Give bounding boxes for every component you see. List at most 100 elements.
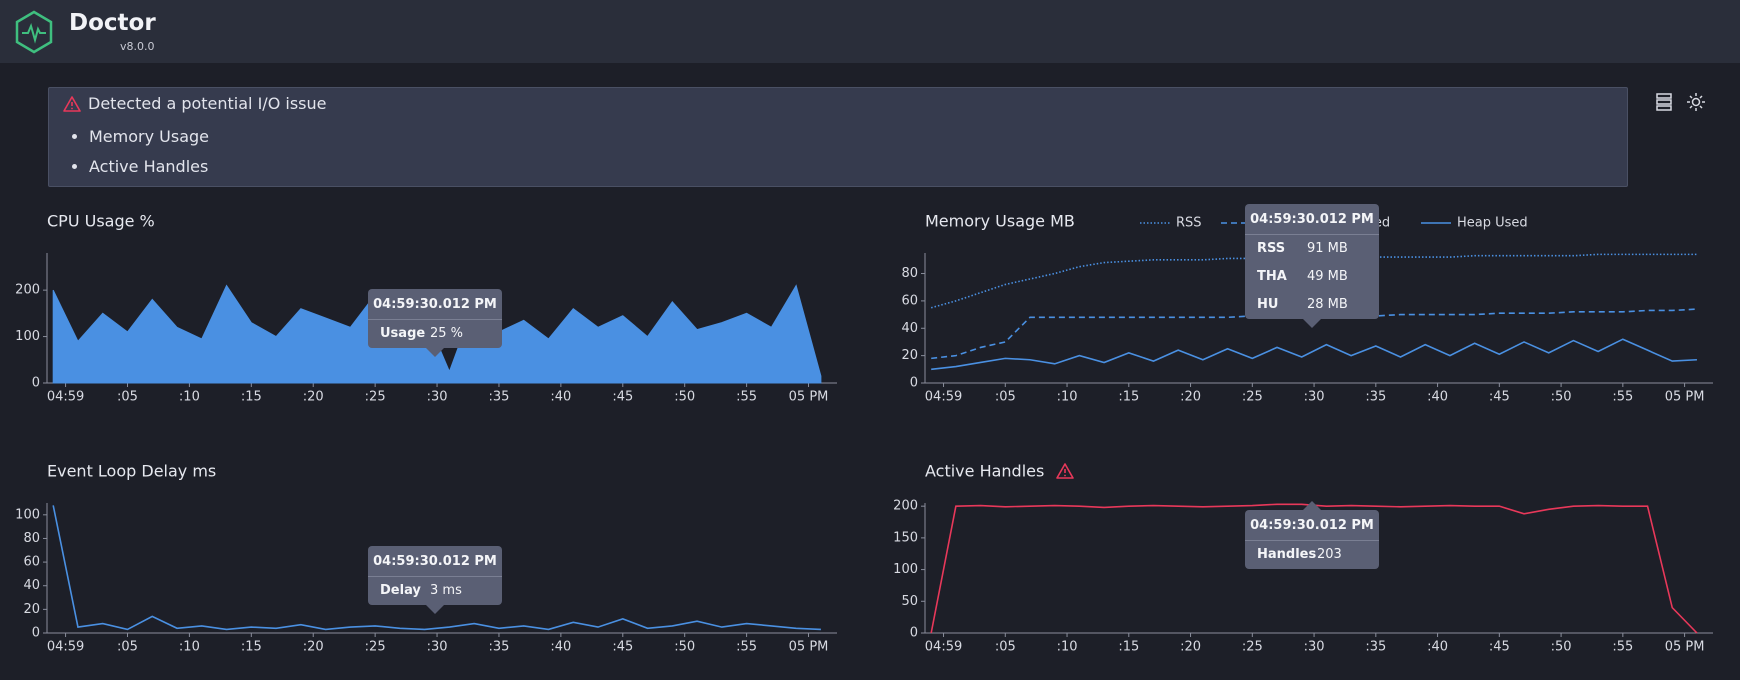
tooltip-label: Delay bbox=[380, 583, 421, 598]
app-version: v8.0.0 bbox=[120, 40, 155, 53]
tooltip-value: 25 % bbox=[430, 326, 464, 341]
x-tick-label: :05 bbox=[995, 640, 1016, 655]
x-tick-label: :55 bbox=[1612, 640, 1633, 655]
legend-label: Heap Used bbox=[1457, 216, 1528, 231]
y-tick-label: 40 bbox=[901, 321, 918, 336]
x-tick-label: :15 bbox=[241, 640, 262, 655]
x-tick-label: 04:59 bbox=[925, 640, 962, 655]
x-tick-label: :40 bbox=[550, 390, 571, 405]
tooltip-row: Usage 25 % bbox=[368, 320, 502, 348]
x-tick-label: :45 bbox=[1489, 390, 1510, 405]
y-tick-label: 100 bbox=[15, 507, 40, 522]
x-tick-label: :40 bbox=[1427, 390, 1448, 405]
x-tick-label: :30 bbox=[1304, 640, 1325, 655]
y-tick-label: 0 bbox=[910, 376, 918, 391]
chart-title: CPU Usage % bbox=[47, 212, 155, 231]
x-tick-label: :15 bbox=[241, 390, 262, 405]
tooltip-value: 203 bbox=[1317, 547, 1342, 562]
x-tick-label: :15 bbox=[1118, 640, 1139, 655]
x-tick-label: 04:59 bbox=[925, 390, 962, 405]
x-tick-label: :35 bbox=[1365, 640, 1386, 655]
x-tick-label: :20 bbox=[303, 640, 324, 655]
tooltip-label: HU bbox=[1257, 297, 1279, 312]
tooltip-label: Handles bbox=[1257, 547, 1317, 562]
y-tick-label: 0 bbox=[910, 626, 918, 641]
y-tick-label: 200 bbox=[15, 283, 40, 298]
theme-button[interactable] bbox=[1687, 93, 1705, 111]
y-tick-label: 50 bbox=[901, 594, 918, 609]
tooltip-label: THA bbox=[1257, 269, 1287, 284]
tooltip-row: RSS 91 MB bbox=[1245, 235, 1379, 263]
y-tick-label: 60 bbox=[23, 555, 40, 570]
area bbox=[52, 284, 822, 384]
tooltip-time: 04:59:30.012 PM bbox=[368, 289, 502, 320]
y-tick-label: 80 bbox=[901, 266, 918, 281]
y-tick-label: 20 bbox=[901, 348, 918, 363]
x-tick-label: 05 PM bbox=[1665, 390, 1705, 405]
x-tick-label: :25 bbox=[365, 640, 386, 655]
x-tick-label: :15 bbox=[1118, 390, 1139, 405]
x-tick-label: :30 bbox=[427, 640, 448, 655]
tooltip-row: HU 28 MB bbox=[1245, 291, 1379, 319]
layout-button[interactable] bbox=[1656, 93, 1672, 111]
x-tick-label: :50 bbox=[674, 640, 695, 655]
y-tick-label: 40 bbox=[23, 578, 40, 593]
y-tick-label: 20 bbox=[23, 602, 40, 617]
tooltip: 04:59:30.012 PM Usage 25 % bbox=[368, 289, 502, 357]
x-tick-label: 04:59 bbox=[47, 640, 84, 655]
chart-title: Active Handles bbox=[925, 462, 1044, 481]
x-tick-label: :45 bbox=[1489, 640, 1510, 655]
y-tick-label: 100 bbox=[893, 562, 918, 577]
x-tick-label: 05 PM bbox=[789, 390, 829, 405]
x-tick-label: :30 bbox=[427, 390, 448, 405]
chart-title: Memory Usage MB bbox=[925, 212, 1075, 231]
legend-label: RSS bbox=[1176, 216, 1202, 231]
x-tick-label: :40 bbox=[550, 640, 571, 655]
x-tick-label: :25 bbox=[1242, 640, 1263, 655]
x-tick-label: :30 bbox=[1304, 390, 1325, 405]
x-tick-label: :10 bbox=[1057, 390, 1078, 405]
header: Doctor v8.0.0 bbox=[0, 0, 1740, 63]
alert: Detected a potential I/O issue Memory Us… bbox=[48, 87, 1628, 187]
tooltip-time: 04:59:30.012 PM bbox=[1245, 204, 1379, 235]
alert-list: Memory Usage Active Handles bbox=[67, 122, 209, 182]
x-tick-label: 04:59 bbox=[47, 390, 84, 405]
y-tick-label: 0 bbox=[32, 626, 40, 641]
x-tick-label: :50 bbox=[1551, 640, 1572, 655]
x-tick-label: :45 bbox=[612, 640, 633, 655]
toolbar bbox=[1656, 93, 1705, 111]
alert-title: Detected a potential I/O issue bbox=[88, 94, 327, 113]
tooltip-value: 3 ms bbox=[430, 583, 462, 598]
tooltip-time: 04:59:30.012 PM bbox=[368, 546, 502, 577]
x-tick-label: :25 bbox=[365, 390, 386, 405]
alert-item: Memory Usage bbox=[89, 122, 209, 152]
line bbox=[52, 505, 821, 631]
x-tick-label: :35 bbox=[1365, 390, 1386, 405]
x-tick-label: :05 bbox=[995, 390, 1016, 405]
tooltip-value: 49 MB bbox=[1307, 269, 1348, 284]
y-tick-label: 200 bbox=[893, 499, 918, 514]
x-tick-label: :45 bbox=[612, 390, 633, 405]
tooltip-label: RSS bbox=[1257, 241, 1286, 256]
x-tick-label: :35 bbox=[488, 640, 509, 655]
tooltip-row: Delay 3 ms bbox=[368, 577, 502, 605]
y-tick-label: 100 bbox=[15, 329, 40, 344]
warning-icon bbox=[63, 96, 81, 112]
x-tick-label: :55 bbox=[736, 640, 757, 655]
tooltip-row: Handles 203 bbox=[1245, 541, 1379, 569]
y-tick-label: 150 bbox=[893, 530, 918, 545]
line bbox=[931, 338, 1697, 371]
tooltip-time: 04:59:30.012 PM bbox=[1245, 510, 1379, 541]
y-tick-label: 60 bbox=[901, 293, 918, 308]
x-tick-label: :25 bbox=[1242, 390, 1263, 405]
x-tick-label: 05 PM bbox=[789, 640, 829, 655]
alert-item: Active Handles bbox=[89, 152, 209, 182]
tooltip-label: Usage bbox=[380, 326, 426, 341]
x-tick-label: :50 bbox=[1551, 390, 1572, 405]
tooltip-value: 91 MB bbox=[1307, 241, 1348, 256]
x-tick-label: :50 bbox=[674, 390, 695, 405]
tooltip: 04:59:30.012 PM Handles 203 bbox=[1245, 501, 1379, 569]
y-tick-label: 0 bbox=[32, 376, 40, 391]
